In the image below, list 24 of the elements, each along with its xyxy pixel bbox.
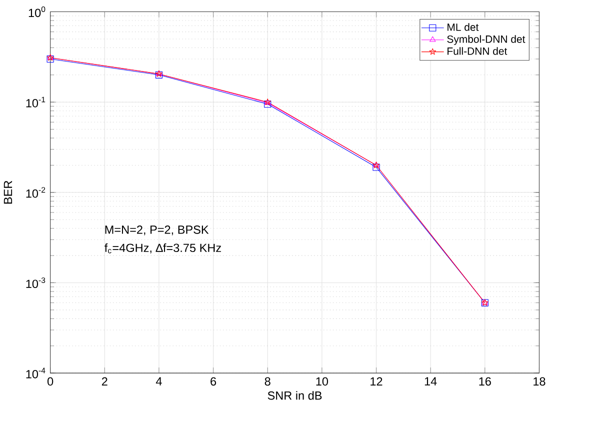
x-tick-label: 12 bbox=[370, 377, 382, 386]
y-tick-label: 10$^{-2}$ bbox=[26, 187, 46, 198]
point bbox=[264, 100, 272, 108]
legend-label: Full-DNN det bbox=[448, 47, 508, 55]
y-tick-label: 10$^{-4}$ bbox=[26, 368, 46, 378]
legend-label: Symbol-DNN det bbox=[447, 35, 526, 45]
x-tick-label: 8 bbox=[264, 377, 270, 386]
annotation: M=N=2, P=2, BPSK bbox=[105, 225, 209, 236]
y-tick-label: 10$^{0}$ bbox=[28, 6, 46, 18]
x-tick-label: 18 bbox=[534, 377, 546, 386]
x-tick-label: 0 bbox=[47, 377, 54, 386]
y-tick-label: 10$^{-1}$ bbox=[26, 96, 46, 108]
legend-label: ML det bbox=[448, 23, 479, 31]
point bbox=[372, 164, 380, 171]
y-axis-title: BER bbox=[4, 180, 12, 204]
x-tick-label: 16 bbox=[479, 377, 491, 386]
x-tick-label: 2 bbox=[102, 377, 108, 386]
x-tick-label: 10 bbox=[316, 377, 328, 386]
annotation: f$_{c}$=4GHz, ∆f=3.75 KHz bbox=[104, 243, 221, 254]
x-tick-label: 4 bbox=[156, 377, 162, 386]
y-tick-label: 10$^{-3}$ bbox=[26, 277, 46, 288]
x-tick-label: 14 bbox=[424, 377, 437, 386]
x-axis-title: SNR in dB bbox=[268, 391, 322, 400]
x-tick-label: 6 bbox=[210, 377, 216, 386]
